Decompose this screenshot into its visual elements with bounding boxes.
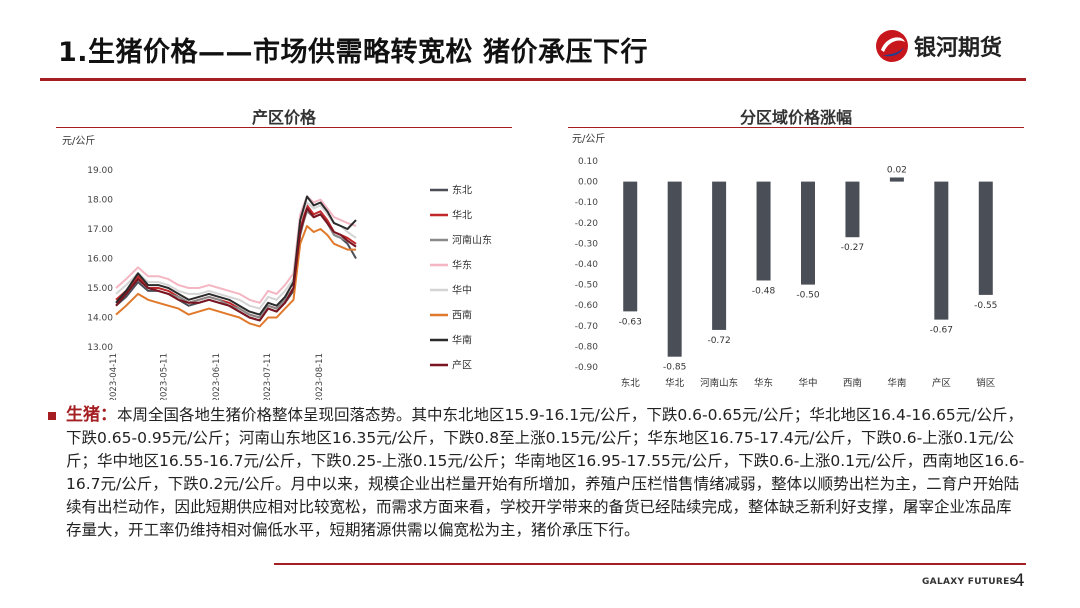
legend-label: 河南山东 bbox=[452, 234, 492, 247]
legend-label: 产区 bbox=[452, 359, 472, 372]
legend-label: 华南 bbox=[452, 334, 472, 347]
galaxy-logo-icon bbox=[876, 30, 908, 62]
footer-brand: GALAXY FUTURES bbox=[922, 577, 1017, 587]
legend-label: 东北 bbox=[452, 184, 472, 197]
bullet-marker bbox=[48, 412, 56, 420]
bar bbox=[845, 181, 860, 238]
line-chart-ytick: 17.00 bbox=[87, 225, 113, 235]
bar bbox=[978, 181, 993, 295]
bar bbox=[889, 177, 904, 182]
body-paragraph: 生猪：本周全国各地生猪价格整体呈现回落态势。其中东北地区15.9-16.1元/公… bbox=[66, 404, 1026, 542]
series-line bbox=[115, 195, 357, 304]
line-chart-title: 产区价格 bbox=[251, 108, 316, 127]
bar-chart-ylabel: 元/公斤 bbox=[572, 133, 605, 145]
bar bbox=[801, 181, 815, 285]
bar-chart-ytick: -0.70 bbox=[575, 322, 599, 332]
line-chart-xtick: 2023-05-11 bbox=[160, 353, 170, 400]
bar-data-label: -0.50 bbox=[796, 291, 820, 301]
line-chart-xtick: 2023-04-11 bbox=[109, 353, 119, 400]
bar-data-label: -0.67 bbox=[930, 326, 953, 336]
bar-chart-ytick: -0.20 bbox=[575, 219, 599, 229]
bar-data-label: -0.63 bbox=[619, 317, 642, 327]
bar-chart-xtick: 华南 bbox=[887, 377, 906, 389]
line-chart-ytick: 15.00 bbox=[87, 284, 113, 294]
footer-divider bbox=[274, 563, 1026, 565]
bar-data-label: -0.48 bbox=[752, 286, 776, 296]
bar-chart: 元/公斤 0.10 0.00 -0.10 -0.20 -0.30 -0.40 -0.50 -0… bbox=[572, 133, 997, 389]
bar-data-label: -0.85 bbox=[663, 363, 686, 373]
bar-chart-xtick: 华东 bbox=[754, 377, 773, 389]
body-text: 本周全国各地生猪价格整体呈现回落态势。其中东北地区15.9-16.1元/公斤，下… bbox=[66, 406, 1025, 539]
bar-chart-xtick: 华北 bbox=[665, 377, 685, 389]
line-chart-ytick: 14.00 bbox=[87, 314, 113, 324]
bar bbox=[934, 181, 949, 320]
series-line bbox=[115, 201, 357, 310]
bar bbox=[623, 181, 638, 312]
bar bbox=[667, 181, 682, 357]
bar-chart-xtick: 东北 bbox=[621, 377, 641, 389]
bar-chart-ytick: -0.50 bbox=[575, 281, 599, 291]
bar-chart-ytick: -0.10 bbox=[575, 198, 599, 208]
bar bbox=[712, 181, 727, 330]
galaxy-logo: 银河期货 bbox=[874, 26, 1044, 66]
bar-chart-xtick: 西南 bbox=[843, 377, 862, 389]
bar-chart-xtick: 河南山东 bbox=[700, 377, 738, 389]
body-lead: 生猪： bbox=[66, 405, 117, 425]
legend-label: 华北 bbox=[452, 209, 472, 222]
bar bbox=[756, 181, 771, 281]
logo-text: 银河期货 bbox=[914, 36, 1003, 61]
bar-chart-xtick: 销区 bbox=[976, 377, 996, 389]
line-chart: 元/公斤 19.00 18.00 17.00 16.00 15.00 14.00 13.00… bbox=[62, 135, 492, 400]
bar-data-label: -0.72 bbox=[707, 336, 730, 346]
line-chart-ylabel: 元/公斤 bbox=[62, 135, 95, 147]
legend-label: 华东 bbox=[452, 259, 472, 272]
series-line bbox=[115, 225, 356, 328]
line-chart-ytick: 16.00 bbox=[87, 255, 113, 265]
page-number: 4 bbox=[1014, 571, 1025, 591]
line-chart-xtick: 2023-06-11 bbox=[212, 353, 222, 400]
title-divider bbox=[40, 78, 1026, 81]
line-chart-ytick: 18.00 bbox=[87, 196, 113, 206]
bar-chart-xtick: 产区 bbox=[932, 377, 952, 389]
bar-chart-ytick: -0.30 bbox=[575, 239, 599, 249]
bar-chart-ytick: -0.80 bbox=[575, 342, 599, 352]
series-line bbox=[115, 195, 357, 316]
bar-data-label: 0.02 bbox=[887, 165, 907, 175]
bar-chart-ytick: -0.40 bbox=[575, 260, 599, 270]
page-title: 1.生猪价格——市场供需略转宽松 猪价承压下行 bbox=[58, 37, 648, 68]
bar-chart-ytick: 0.10 bbox=[578, 157, 598, 167]
bar-chart-ytick: 0.00 bbox=[578, 178, 598, 188]
series-line bbox=[115, 207, 357, 322]
bar-chart-xtick: 华中 bbox=[798, 377, 817, 389]
line-chart-xtick: 2023-08-11 bbox=[315, 353, 325, 400]
bar-data-label: -0.27 bbox=[841, 243, 864, 253]
line-chart-ytick: 13.00 bbox=[87, 343, 113, 353]
line-chart-xtick: 2023-07-11 bbox=[263, 353, 273, 400]
bar-chart-title-rule bbox=[568, 127, 1024, 128]
line-chart-ytick: 19.00 bbox=[87, 166, 113, 176]
legend-label: 西南 bbox=[452, 309, 472, 322]
bar-chart-ytick: -0.60 bbox=[575, 301, 599, 311]
bar-data-label: -0.55 bbox=[974, 301, 997, 311]
legend-label: 华中 bbox=[452, 284, 472, 297]
bar-chart-title: 分区域价格涨幅 bbox=[739, 108, 852, 127]
line-chart-title-rule bbox=[56, 127, 512, 128]
bar-chart-ytick: -0.90 bbox=[575, 363, 599, 373]
